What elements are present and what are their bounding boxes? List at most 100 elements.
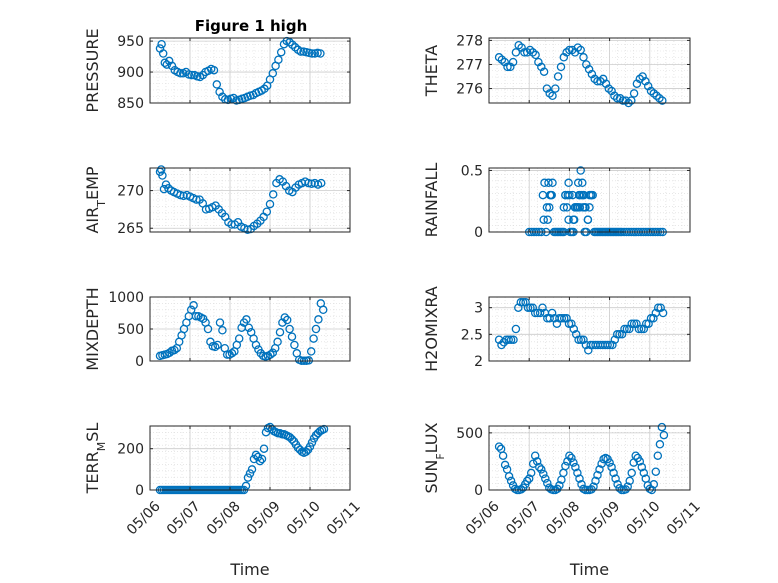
data-point (282, 315, 292, 325)
data-point (285, 38, 294, 47)
data-point (222, 350, 232, 359)
data-point (253, 452, 263, 462)
data-point (547, 190, 556, 200)
data-point (524, 474, 534, 483)
data-point (603, 340, 612, 350)
data-point (535, 462, 544, 472)
data-point (578, 190, 588, 200)
x-tick-label: 05/11 (664, 498, 704, 538)
data-point (565, 190, 574, 200)
data-point (644, 319, 653, 328)
data-point (215, 318, 225, 327)
data-point (562, 314, 571, 323)
x-tick-label: 05/10 (624, 498, 664, 538)
data-point (548, 178, 557, 188)
data-point (526, 468, 536, 478)
data-point (511, 48, 521, 57)
data-point (290, 340, 299, 350)
data-point (522, 476, 532, 486)
data-point (530, 451, 540, 460)
data-point (559, 203, 569, 212)
data-point (569, 324, 579, 334)
data-point (540, 178, 549, 188)
data-point (203, 324, 213, 334)
data-point (212, 80, 222, 89)
data-point (569, 458, 578, 467)
subplot-air-temp: 265 270 AIRTEMP (83, 165, 351, 237)
x-tick-label: 05/07 (503, 498, 543, 538)
data-point (646, 314, 656, 323)
data-point (649, 314, 658, 323)
y-tick-label: 0 (135, 483, 144, 499)
data-point (318, 305, 328, 315)
data-point (311, 324, 321, 334)
data-point (273, 337, 282, 347)
x-tick-label: 05/09 (584, 498, 624, 538)
data-point (158, 171, 167, 180)
data-point (577, 480, 586, 489)
data-point (243, 473, 253, 482)
y-tick-label: 0 (474, 225, 483, 241)
data-point (251, 450, 261, 460)
data-point (307, 438, 317, 447)
data-point (265, 199, 275, 209)
data-point (597, 459, 606, 468)
data-point (595, 465, 604, 474)
data-point (213, 340, 222, 350)
data-point (568, 190, 577, 200)
data-point (191, 311, 201, 321)
data-point (567, 453, 576, 463)
data-point (658, 96, 667, 105)
x-tick-label: 05/06 (463, 498, 503, 538)
data-point (244, 323, 254, 332)
data-point (569, 215, 578, 224)
data-point (559, 468, 568, 478)
x-axis-label: Time (229, 560, 269, 579)
subplot-theta: 276 277 278 THETA (422, 33, 691, 108)
y-axis-label: RAINFALL (422, 163, 441, 238)
data-point (567, 319, 576, 328)
data-point (574, 335, 583, 344)
data-point (523, 303, 533, 312)
axes-box (488, 37, 691, 104)
data-point (251, 340, 261, 350)
subplot-sun-flux: 0 500 SUNFLUX 05/06 05/07 05/08 05/09 05/10 05/1… (422, 422, 704, 579)
data-point (167, 61, 177, 71)
data-point (564, 178, 573, 188)
y-axis-label: H2OMIXRA (422, 286, 441, 372)
data-point (622, 324, 632, 334)
data-point (301, 447, 311, 457)
data-point (535, 308, 545, 318)
data-point (639, 324, 649, 334)
data-point (276, 47, 286, 57)
y-tick-label: 265 (117, 221, 144, 237)
data-point (247, 465, 257, 474)
data-point (583, 215, 593, 224)
data-point (610, 335, 620, 344)
y-tick-label: 850 (117, 96, 144, 112)
data-point (627, 96, 636, 105)
data-point (287, 435, 297, 444)
data-point (304, 356, 314, 365)
data-point (288, 40, 297, 50)
figure-title: Figure 1 high (195, 17, 308, 35)
y-axis-label: AIRTEMP (83, 166, 108, 233)
data-point (307, 49, 317, 58)
data-point (309, 334, 318, 343)
data-point (625, 324, 634, 334)
data-point (639, 468, 649, 478)
data-point (570, 203, 580, 212)
data-point (306, 347, 316, 356)
data-point (579, 53, 588, 62)
data-point (658, 308, 668, 318)
x-tick-label: 05/08 (204, 498, 244, 538)
data-point (538, 303, 547, 312)
data-point (607, 462, 616, 472)
data-point (631, 451, 640, 460)
data-point (274, 55, 283, 64)
y-axis-label: THETA (422, 45, 441, 97)
data-point (557, 314, 567, 323)
data-point (189, 301, 198, 310)
data-point (287, 332, 297, 341)
x-tick-label: 05/10 (284, 498, 324, 538)
